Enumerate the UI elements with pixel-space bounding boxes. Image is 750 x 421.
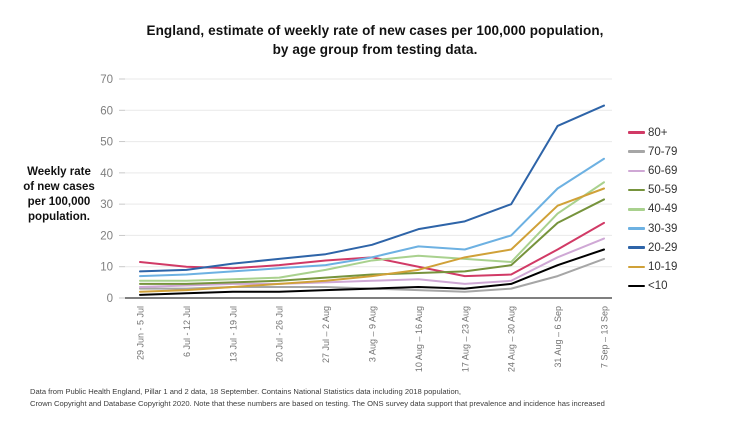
- y-tick-label: 0: [107, 293, 113, 305]
- legend-item-60-69: 60-69: [628, 161, 677, 180]
- legend-item-30-39: 30-39: [628, 219, 677, 238]
- series-line-30-39: [139, 157, 605, 278]
- legend-item-40-49: 40-49: [628, 200, 677, 219]
- legend-label-under-10: <10: [648, 280, 668, 293]
- legend-swatch-20-29: [628, 246, 645, 250]
- y-tick-label: 60: [100, 105, 113, 117]
- y-tick-label: 20: [100, 230, 113, 242]
- legend-swatch-80plus: [628, 131, 645, 134]
- footer-note: Data from Public Health England, Pillar …: [30, 386, 740, 410]
- series-line-under-10: [139, 248, 605, 296]
- legend-label-50-59: 50-59: [648, 184, 678, 197]
- x-axis-label: 27 Jul – 2 Aug: [321, 306, 331, 363]
- legend-item-20-29: 20-29: [628, 238, 677, 257]
- legend-label-60-69: 60-69: [648, 164, 678, 177]
- legend-swatch-40-49: [628, 208, 645, 211]
- x-axis-label: 13 Jul - 19 Jul: [228, 306, 238, 362]
- x-axis-label: 20 Jul - 26 Jul: [275, 306, 285, 362]
- series-line-50-59: [139, 198, 605, 285]
- legend-item-10-19: 10-19: [628, 257, 677, 276]
- legend-item-under-10: <10: [628, 277, 677, 296]
- chart-title-line-1: England, estimate of weekly rate of new …: [146, 23, 604, 38]
- series-line-20-29: [139, 104, 605, 273]
- y-tick-label: 10: [100, 262, 113, 274]
- series-line-60-69: [139, 237, 605, 289]
- legend-label-80plus: 80+: [648, 126, 668, 139]
- legend-label-20-29: 20-29: [648, 241, 678, 254]
- legend-item-70-79: 70-79: [628, 142, 677, 161]
- legend-swatch-70-79: [628, 150, 645, 154]
- x-axis-label: 24 Aug – 30 Aug: [507, 306, 517, 372]
- x-axis-label: 17 Aug – 23 Aug: [460, 306, 470, 372]
- legend-swatch-50-59: [628, 188, 645, 192]
- legend-label-40-49: 40-49: [648, 203, 678, 216]
- y-axis-title: Weekly rate of new cases per 100,000 pop…: [23, 166, 95, 223]
- legend-label-10-19: 10-19: [648, 260, 678, 273]
- legend-swatch-10-19: [628, 265, 645, 269]
- x-axis-label: 6 Jul - 12 Jul: [182, 306, 192, 357]
- y-tick-label: 70: [100, 74, 113, 86]
- x-axis-label: 3 Aug – 9 Aug: [368, 306, 378, 362]
- legend-item-50-59: 50-59: [628, 181, 677, 200]
- y-tick-label: 30: [100, 199, 113, 211]
- legend-label-30-39: 30-39: [648, 222, 678, 235]
- x-axis-label: 10 Aug – 16 Aug: [414, 306, 424, 372]
- chart-title-line-2: by age group from testing data.: [272, 42, 478, 57]
- series-line-40-49: [139, 181, 605, 282]
- footer-line-1: Data from Public Health England, Pillar …: [30, 387, 462, 396]
- legend-swatch-30-39: [628, 227, 645, 230]
- x-axis-label: 7 Sep – 13 Sep: [600, 306, 610, 368]
- legend-swatch-60-69: [628, 169, 645, 173]
- legend-label-70-79: 70-79: [648, 145, 678, 158]
- chart-title: England, estimate of weekly rate of new …: [0, 21, 750, 59]
- legend-item-80plus: 80+: [628, 123, 677, 142]
- y-tick-label: 50: [100, 137, 113, 149]
- legend: 80+ 70-79 60-69 50-59 40-49 30-39 20-29 10-19 <1…: [628, 123, 677, 296]
- series-line-10-19: [139, 187, 605, 293]
- x-axis-label: 29 Jun - 5 Jul: [136, 306, 146, 360]
- x-axis-label: 31 Aug – 6 Sep: [553, 306, 563, 368]
- legend-swatch-under-10: [628, 284, 645, 288]
- footer-line-2: Crown Copyright and Database Copyright 2…: [30, 399, 605, 408]
- y-tick-label: 40: [100, 168, 113, 180]
